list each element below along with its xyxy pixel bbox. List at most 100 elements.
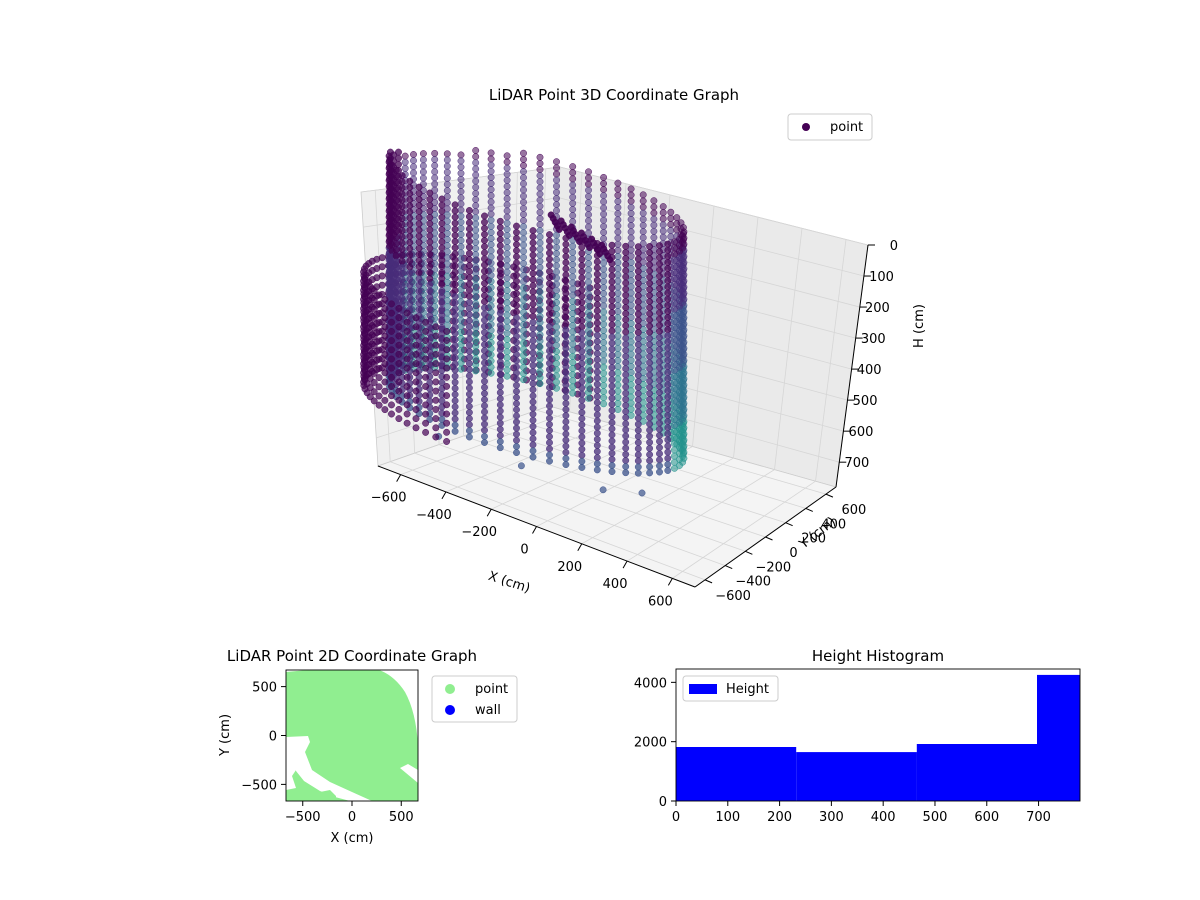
point-3d	[366, 384, 374, 392]
point-3d	[622, 457, 630, 464]
point-3d	[503, 250, 511, 258]
point-3d	[487, 271, 495, 279]
point-3d	[646, 420, 654, 428]
point-3d	[422, 383, 430, 390]
point-3d	[593, 331, 601, 339]
point-3d	[671, 287, 678, 295]
point-3d	[569, 383, 577, 391]
point-3d	[503, 354, 511, 362]
point-3d	[634, 371, 642, 379]
point-3d	[646, 469, 654, 477]
point-3d	[578, 317, 586, 325]
point-3d	[451, 415, 459, 423]
point-3d	[375, 328, 383, 336]
point-3d	[472, 275, 480, 283]
point-3d	[656, 254, 663, 262]
point-3d	[529, 300, 537, 308]
point-3d	[481, 316, 488, 324]
point-3d	[487, 161, 495, 169]
point-3d	[520, 284, 527, 292]
point-3d	[553, 164, 560, 172]
point-3d	[438, 195, 446, 203]
point-3d	[472, 330, 480, 338]
point-3d	[422, 401, 430, 409]
point-3d	[496, 236, 504, 244]
point-3d	[634, 341, 642, 349]
point-3d	[415, 214, 423, 222]
point-3d	[664, 436, 672, 444]
point-3d	[634, 298, 642, 306]
point-3d	[578, 360, 586, 367]
point-3d	[520, 210, 527, 218]
point-3d	[562, 289, 570, 297]
point-3d	[398, 202, 406, 210]
point-3d	[392, 172, 400, 180]
point-3d	[496, 272, 504, 280]
legend-2d-marker-point	[445, 684, 455, 694]
point-3d	[634, 353, 642, 361]
point-3d	[432, 396, 440, 404]
point-3d	[465, 249, 473, 257]
point-3d	[656, 437, 663, 445]
point-3d	[520, 229, 527, 237]
point-3d	[569, 163, 577, 171]
x-tick-3d	[441, 491, 447, 500]
point-3d	[392, 252, 400, 260]
point-3d	[553, 372, 560, 380]
point-3d	[585, 376, 592, 384]
point-3d	[529, 361, 537, 369]
point-3d	[622, 401, 630, 409]
point-3d	[451, 207, 459, 215]
point-3d	[481, 377, 488, 385]
point-3d	[671, 415, 678, 423]
point-3d	[593, 374, 601, 382]
point-3d	[432, 406, 440, 413]
point-3d	[503, 225, 511, 233]
point-3d	[496, 297, 504, 305]
point-3d	[529, 374, 537, 381]
point-3d	[562, 344, 570, 352]
point-3d	[443, 162, 451, 170]
point-3d	[600, 284, 608, 291]
point-3d	[403, 373, 411, 381]
point-3d	[536, 355, 544, 363]
point-3d	[585, 309, 592, 317]
point-3d	[608, 315, 616, 323]
point-3d	[451, 317, 459, 325]
point-3d	[593, 270, 601, 278]
point-3d	[403, 327, 411, 335]
point-3d	[513, 314, 520, 322]
point-3d	[585, 272, 592, 280]
point-3d	[481, 420, 488, 428]
x-tick-3d	[622, 560, 628, 569]
point-3d	[392, 221, 400, 229]
point-3d	[438, 299, 446, 307]
point-3d	[388, 346, 395, 354]
point-3d	[472, 281, 480, 289]
point-3d	[622, 304, 630, 311]
point-3d	[622, 414, 630, 422]
point-3d	[375, 319, 383, 327]
point-3d	[634, 469, 642, 477]
point-3d	[395, 332, 403, 340]
point-3d	[671, 373, 678, 380]
point-3d	[513, 381, 520, 389]
x-tick-label-2d: −500	[285, 810, 321, 825]
point-3d	[406, 263, 414, 271]
point-3d	[664, 350, 672, 358]
point-3d	[536, 288, 544, 296]
point-3d	[646, 267, 654, 275]
point-3d	[481, 396, 488, 404]
point-3d	[451, 231, 459, 239]
point-3d	[392, 185, 400, 193]
point-3d	[438, 201, 446, 209]
point-3d	[646, 298, 654, 306]
point-3d	[614, 240, 622, 248]
y-tick-label-histogram: 0	[659, 795, 667, 810]
point-3d	[578, 286, 586, 294]
point-3d	[656, 382, 663, 390]
point-3d	[465, 366, 473, 374]
point-3d	[487, 167, 495, 175]
y-tick-3d	[805, 507, 813, 512]
point-3d	[465, 402, 473, 410]
